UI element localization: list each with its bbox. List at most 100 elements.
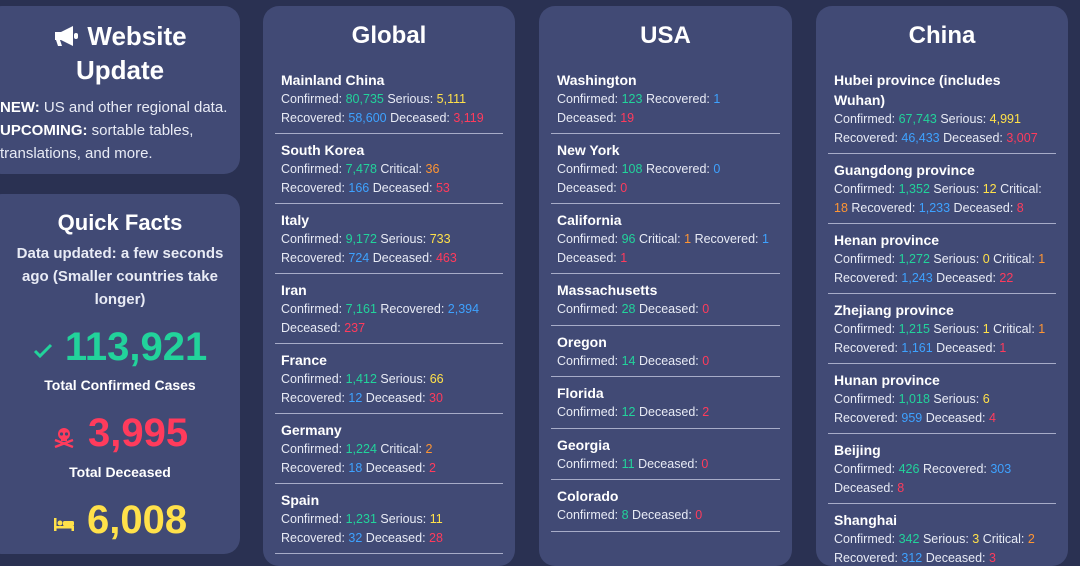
confirmed-label: Confirmed: (281, 92, 346, 106)
confirmed-value: 123 (621, 92, 643, 106)
deceased-label: Deceased: (362, 390, 430, 405)
deceased-value: 0 (701, 456, 709, 471)
list-item: Hubei province (includes Wuhan) Confirmed… (828, 64, 1056, 154)
deceased-value: 1 (999, 340, 1007, 355)
region-stats: Confirmed: 7,478 Critical: 36 Recovered:… (281, 160, 497, 197)
skull-crossbones-icon (52, 423, 82, 449)
confirmed-value: 11 (621, 456, 635, 471)
total-deceased-label: Total Deceased (69, 463, 171, 480)
confirmed-label: Confirmed: (557, 302, 622, 316)
deceased-label: Deceased: (922, 550, 989, 565)
confirmed-label: Confirmed: (834, 392, 899, 406)
region-name: Hubei province (includes Wuhan) (834, 72, 1001, 108)
region-name: Colorado (557, 488, 619, 504)
confirmed-label: Confirmed: (834, 322, 899, 336)
serious-label: Serious: (929, 322, 983, 336)
deceased-label: Deceased: (362, 460, 430, 475)
deceased-value: 30 (429, 390, 443, 405)
recovered-label: Recovered: (642, 92, 714, 106)
list-item: South Korea Confirmed: 7,478 Critical: 36… (275, 134, 503, 204)
region-name: California (557, 212, 622, 228)
recovered-label: Recovered: (847, 200, 919, 215)
deceased-label: Deceased: (386, 110, 454, 125)
region-name: Georgia (557, 436, 610, 453)
confirmed-label: Confirmed: (834, 532, 899, 546)
critical-value: 36 (425, 162, 440, 176)
confirmed-value: 12 (621, 405, 636, 419)
confirmed-label: Confirmed: (834, 112, 899, 126)
confirmed-label: Confirmed: (281, 512, 346, 526)
region-stats: Confirmed: 80,735 Serious: 5,111 Recover… (281, 90, 497, 127)
region-stats: Confirmed: 14 Deceased: 0 (557, 352, 774, 371)
confirmed-value: 80,735 (345, 92, 384, 106)
recovered-value: 1 (761, 232, 769, 246)
serious-value: 66 (429, 372, 444, 386)
critical-value: 1 (684, 232, 692, 246)
deceased-value: 2 (429, 460, 436, 475)
quick-facts-card: Quick Facts Data updated: a few seconds … (0, 194, 240, 554)
recovered-value: 312 (901, 550, 923, 565)
region-stats: Confirmed: 9,172 Serious: 733 Recovered:… (281, 230, 497, 267)
recovered-value: 1,243 (901, 270, 933, 285)
bed-icon (53, 509, 81, 534)
total-deceased-stat: 3,995 Total Deceased (0, 411, 240, 480)
list-item: Spain Confirmed: 1,231 Serious: 11 Recove… (275, 484, 503, 554)
deceased-value: 28 (429, 530, 443, 545)
deceased-value: 237 (344, 320, 366, 335)
upcoming-text: sortable tables, translations, and more. (0, 122, 194, 163)
serious-value: 3 (972, 532, 980, 546)
deceased-value: 4 (988, 410, 996, 425)
confirmed-label: Confirmed: (557, 456, 622, 471)
deceased-label: Deceased: (635, 353, 703, 368)
critical-label: Critical: (376, 442, 426, 456)
recovered-label: Recovered: (834, 270, 902, 285)
list-item: New York Confirmed: 108 Recovered: 0 Dece… (551, 134, 780, 204)
china-title: China (908, 22, 976, 49)
list-item: Henan province Confirmed: 1,272 Serious: … (828, 224, 1056, 294)
region-name: Shanghai (834, 512, 898, 528)
deceased-label: Deceased: (834, 480, 898, 495)
recovered-label: Recovered: (281, 390, 349, 405)
deceased-label: Deceased: (281, 320, 345, 335)
region-stats: Confirmed: 67,743 Serious: 4,991 Recover… (834, 110, 1050, 147)
recovered-label: Recovered: (834, 410, 902, 425)
total-deceased-value: 3,995 (88, 411, 189, 456)
deceased-label: Deceased: (634, 456, 702, 471)
critical-value: 1 (1038, 252, 1046, 266)
serious-value: 5,111 (436, 92, 467, 106)
list-item: Massachusetts Confirmed: 28 Deceased: 0 (551, 274, 780, 326)
serious-label: Serious: (929, 392, 983, 406)
serious-value: 4,991 (989, 112, 1021, 126)
list-item: California Confirmed: 96 Critical: 1 Reco… (551, 204, 780, 274)
region-stats: Confirmed: 96 Critical: 1 Recovered: 1 D… (557, 230, 774, 267)
confirmed-label: Confirmed: (834, 462, 899, 476)
serious-value: 733 (429, 232, 451, 246)
deceased-label: Deceased: (362, 530, 430, 545)
update-title-line1: Website (87, 21, 187, 51)
region-name: Henan province (834, 232, 940, 248)
total-recovered-stat: 6,008 (0, 498, 240, 544)
recovered-value: 12 (348, 390, 363, 405)
update-title-line2: Update (75, 55, 165, 86)
website-update-card: Website Update NEW: US and other regiona… (0, 6, 240, 174)
deceased-label: Deceased: (557, 110, 621, 125)
region-name: Washington (557, 72, 637, 88)
region-name: Oregon (557, 333, 607, 350)
confirmed-label: Confirmed: (281, 162, 346, 176)
confirmed-label: Confirmed: (281, 232, 346, 246)
recovered-value: 46,433 (901, 130, 940, 145)
serious-value: 12 (982, 182, 997, 196)
recovered-value: 1 (713, 92, 721, 106)
new-label: NEW: (0, 99, 40, 117)
global-title: Global (351, 22, 427, 49)
confirmed-label: Confirmed: (557, 353, 622, 368)
deceased-value: 3,007 (1006, 130, 1038, 145)
deceased-value: 22 (999, 270, 1014, 285)
region-name: New York (557, 142, 620, 158)
critical-value: 2 (425, 442, 433, 456)
total-confirmed-stat: 113,921 Total Confirmed Cases (0, 325, 240, 393)
confirmed-label: Confirmed: (557, 232, 622, 246)
global-card: Global Mainland China Confirmed: 80,735 S… (263, 6, 515, 566)
total-confirmed-label: Total Confirmed Cases (44, 377, 196, 394)
usa-list: Washington Confirmed: 123 Recovered: 1 De… (539, 50, 792, 532)
